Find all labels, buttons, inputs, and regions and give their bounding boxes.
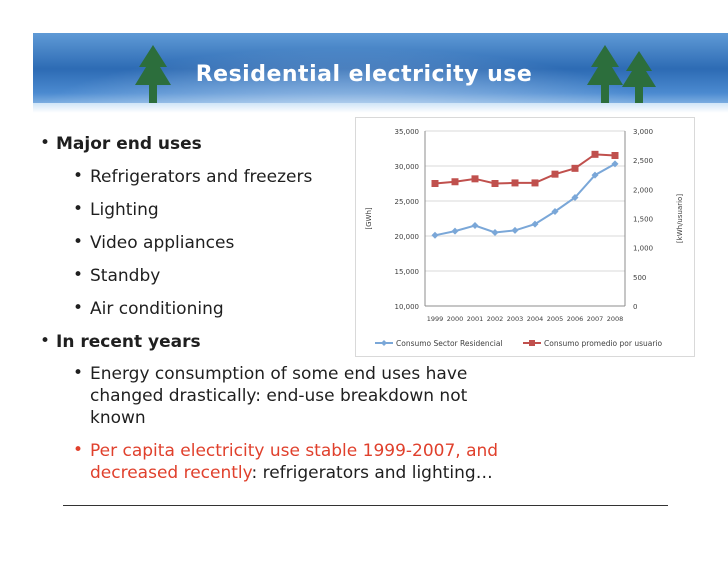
bullet-standby: Standby [90,266,161,286]
legend-marker-2 [529,340,535,346]
y2-axis-title: [kWh/usuario] [676,194,684,243]
series-2-point [531,179,539,187]
tree-icon [587,45,623,105]
x-tick-label: 2006 [567,315,584,323]
x-tick-label: 2000 [447,315,464,323]
y2-tick-label: 1,000 [633,245,653,253]
bullet-major-end-uses: Major end uses [56,134,202,154]
y-tick-label: 25,000 [395,198,420,206]
bullet-lighting: Lighting [90,200,159,220]
y-axis-title: [GWh] [365,207,373,230]
y-tick-label: 20,000 [395,233,420,241]
legend-label-1: Consumo Sector Residencial [396,339,503,348]
series-1-point [471,222,479,229]
bullet-air-conditioning: Air conditioning [90,299,224,319]
bullet-per-capita-line-2: decreased recently: refrigerators and li… [90,462,493,484]
y2-tick-label: 0 [633,303,637,311]
x-tick-label: 2005 [547,315,564,323]
series-1-point [571,194,579,201]
series-2-point [491,180,499,187]
y2-tick-label: 2,500 [633,157,653,165]
series-line-2 [434,153,616,185]
legend-marker-1 [381,340,387,346]
electricity-chart: 10,000 15,000 20,000 25,000 30,000 35,000 0 500… [355,117,695,357]
series-2-point [451,178,459,186]
series-2-point [551,170,559,178]
bullet-per-capita-tail: : refrigerators and lighting… [251,463,493,483]
tree-icon [622,51,656,105]
series-2-point [511,179,519,187]
bullet-energy-line-1: Energy consumption of some end uses have [90,364,468,384]
bullet-refrigerators: Refrigerators and freezers [90,167,313,187]
series-2-point [571,164,579,172]
series-1-point [511,226,519,234]
title-banner [33,33,728,113]
bullet-per-capita-line-1: Per capita electricity use stable 1999-2… [90,441,499,461]
series-1-point [551,208,559,215]
series-line-1 [434,163,616,237]
x-tick-label: 2007 [587,315,604,323]
y-tick-label: 10,000 [395,303,420,311]
series-1-point [451,227,459,235]
footer-rule [63,505,668,506]
series-1-point [611,160,619,168]
y2-tick-label: 1,500 [633,216,653,224]
series-2-point [471,175,479,183]
x-tick-label: 2001 [467,315,484,323]
legend-label-2: Consumo promedio por usuario [544,339,663,348]
y2-tick-label: 2,000 [633,186,653,194]
x-tick-label: 2003 [507,315,524,323]
series-1-point [591,171,599,179]
y-tick-label: 30,000 [395,163,420,171]
bullet-energy-line-2: changed drastically: end-use breakdown n… [90,386,468,406]
slide-title: Residential electricity use [195,62,533,87]
y-tick-label: 15,000 [395,268,420,276]
series-1-point [531,220,539,228]
bullet-energy-line-3: known [90,408,146,428]
y2-tick-label: 500 [633,274,646,282]
x-tick-label: 2008 [607,315,624,323]
series-1-point [431,231,439,239]
series-2-point [431,180,439,187]
series-2-point [611,152,619,159]
x-tick-label: 2004 [527,315,544,323]
x-tick-label: 2002 [487,315,504,323]
x-tick-label: 1999 [427,315,444,323]
bullet-recent-years: In recent years [56,332,201,352]
series-2-point [591,150,599,158]
bullet-per-capita-red: decreased recently [90,463,252,483]
y2-tick-label: 3,000 [633,128,653,136]
tree-icon [135,45,171,105]
series-1-point [491,229,499,236]
bullet-video-appliances: Video appliances [90,233,235,253]
y-tick-label: 35,000 [395,128,420,136]
